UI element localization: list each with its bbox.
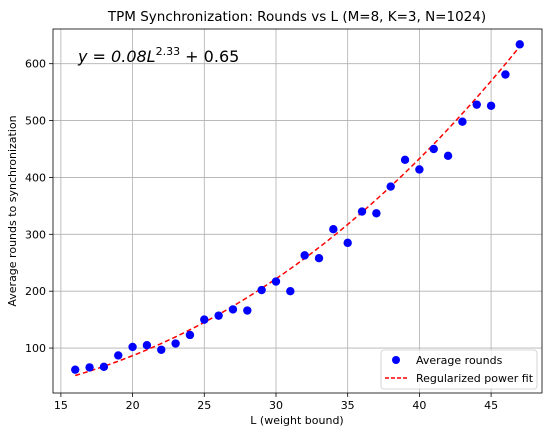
plot-frame: [52, 28, 543, 394]
data-point: [142, 341, 152, 350]
fit-equation-tail: + 0.65: [180, 47, 239, 66]
data-point: [99, 362, 109, 372]
y-axis-label: Average rounds to synchronization: [6, 115, 19, 306]
data-point: [329, 225, 338, 234]
data-point: [400, 155, 410, 165]
legend-marker-scatter: [392, 356, 400, 364]
x-tick-label: 35: [341, 399, 355, 412]
fit-equation-exponent: 2.33: [156, 45, 181, 58]
data-point: [185, 330, 195, 340]
x-tick-label: 30: [269, 399, 283, 412]
fit-equation: y = 0.08L2.33 + 0.65: [77, 45, 239, 66]
data-point: [128, 342, 137, 352]
x-tick-label: 15: [54, 399, 68, 412]
grid: [53, 29, 542, 393]
y-tick-label: 500: [25, 115, 46, 128]
data-point: [357, 207, 367, 216]
data-point: [515, 40, 524, 49]
data-point: [286, 286, 295, 296]
x-tick-label: 25: [197, 399, 211, 412]
data-point: [271, 277, 281, 286]
data-point: [71, 365, 80, 374]
x-tick-label: 45: [484, 399, 498, 412]
data-point: [386, 182, 395, 191]
legend-box: [380, 349, 538, 390]
y-tick-label: 600: [25, 58, 46, 71]
chart-title: TPM Synchronization: Rounds vs L (M=8, K…: [107, 9, 486, 25]
fit-equation-base: y = 0.08L: [77, 47, 156, 66]
y-tick-label: 400: [25, 171, 46, 184]
data-point: [458, 117, 467, 126]
ticks: 15 20 25 30 35 40 45 100 200 300 400 500 600: [25, 58, 498, 412]
data-point: [300, 251, 309, 260]
data-point: [486, 101, 496, 110]
data-point: [114, 351, 123, 360]
fit-curve: [75, 46, 521, 377]
y-tick-label: 300: [25, 228, 46, 241]
data-point: [228, 305, 238, 314]
legend: Average rounds Regularized power fit: [380, 349, 538, 390]
data-point: [415, 165, 424, 174]
legend-label-fit: Regularized power fit: [416, 372, 534, 385]
data-point: [343, 238, 352, 248]
data-point: [429, 144, 438, 154]
data-point: [443, 151, 453, 161]
x-tick-label: 20: [126, 399, 140, 412]
fit-layer: [75, 46, 521, 377]
x-axis-label: L (weight bound): [250, 414, 343, 427]
data-point: [85, 363, 94, 372]
data-point: [214, 311, 223, 320]
data-point: [472, 100, 481, 109]
data-point: [372, 209, 381, 218]
legend-label-scatter: Average rounds: [416, 354, 503, 367]
x-tick-label: 40: [412, 399, 426, 412]
data-point: [501, 70, 510, 79]
data-point: [157, 345, 166, 354]
y-tick-label: 200: [25, 285, 46, 298]
data-point: [314, 254, 324, 263]
y-tick-label: 100: [25, 342, 46, 355]
data-point: [200, 315, 209, 324]
data-point: [243, 306, 252, 315]
points-layer: [71, 40, 524, 374]
data-point: [257, 285, 266, 295]
data-point: [171, 339, 180, 348]
